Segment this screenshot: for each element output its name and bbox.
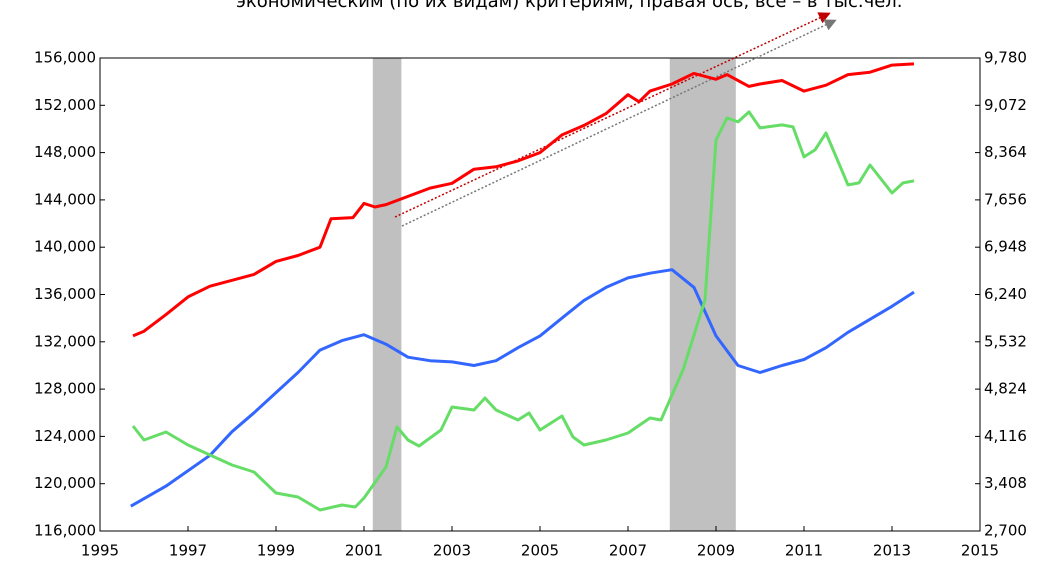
- y-tick-label: 144,000: [34, 190, 96, 208]
- y2-tick-label: 5,532: [984, 332, 1027, 350]
- y2-tick-label: 6,240: [984, 285, 1027, 303]
- y-tick-label: 128,000: [34, 380, 96, 398]
- x-tick-label: 2009: [697, 542, 735, 560]
- arrow: [394, 12, 831, 218]
- annotation-arrows: [394, 12, 837, 227]
- y-tick-label: 140,000: [34, 238, 96, 256]
- x-tick-label: 1997: [169, 542, 207, 560]
- x-tick-label: 2001: [345, 542, 383, 560]
- x-tick-label: 1995: [81, 542, 119, 560]
- y2-tick-label: 9,780: [984, 49, 1027, 67]
- y-tick-label: 148,000: [34, 143, 96, 161]
- y-tick-label: 136,000: [34, 285, 96, 303]
- x-tick-label: 2015: [961, 542, 999, 560]
- y2-tick-label: 8,364: [984, 143, 1027, 161]
- x-tick-label: 2011: [785, 542, 823, 560]
- y2-tick-label: 3,408: [984, 474, 1027, 492]
- x-tick-label: 2007: [609, 542, 647, 560]
- arrow: [401, 19, 837, 227]
- chart-subtitle: экономическим (по их видам) критериям, п…: [236, 0, 903, 12]
- y2-tick-label: 2,700: [984, 522, 1027, 540]
- y-tick-label: 156,000: [34, 49, 96, 67]
- recession-band: [372, 58, 402, 531]
- y-tick-label: 120,000: [34, 474, 96, 492]
- x-tick-label: 1999: [257, 542, 295, 560]
- y-tick-label: 116,000: [34, 522, 96, 540]
- y2-tick-label: 4,824: [984, 380, 1027, 398]
- y-tick-label: 152,000: [34, 96, 96, 114]
- series-line: [131, 110, 915, 512]
- y-tick-label: 124,000: [34, 427, 96, 445]
- recession-band: [669, 58, 736, 531]
- y-tick-label: 132,000: [34, 332, 96, 350]
- y2-tick-label: 6,948: [984, 238, 1027, 256]
- x-tick-label: 2003: [433, 542, 471, 560]
- x-tick-label: 2005: [521, 542, 559, 560]
- y2-tick-label: 4,116: [984, 427, 1027, 445]
- x-tick-label: 2013: [873, 542, 911, 560]
- y2-tick-label: 9,072: [984, 96, 1027, 114]
- series-line: [130, 268, 915, 508]
- series-line: [132, 62, 915, 338]
- y2-tick-label: 7,656: [984, 190, 1027, 208]
- plot-frame: [99, 57, 981, 532]
